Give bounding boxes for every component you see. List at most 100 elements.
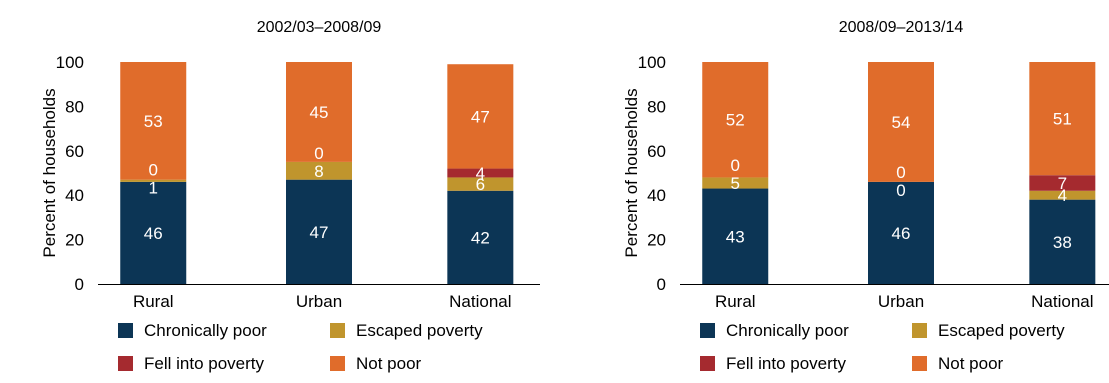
legend-swatch [700,323,715,338]
legend-item-escaped-poverty: Escaped poverty [912,320,1065,342]
chart-legend: Chronically poor Escaped poverty Fell into… [0,320,554,383]
bar-segment-chronically-poor-rural [702,188,769,284]
data-label-fell-into-poverty: 0 [896,163,905,182]
legend-item-fell-into-poverty: Fell into poverty [700,353,846,375]
data-label-escaped-poverty: 5 [731,174,740,193]
data-label-escaped-poverty: 8 [314,162,323,181]
y-tick-label: 60 [65,142,84,161]
y-tick-label: 0 [657,275,666,294]
bar-segment-fell-into-poverty-national [1029,175,1096,191]
bar-segment-chronically-poor-urban [868,181,934,284]
data-label-not-poor: 51 [1053,110,1072,129]
bar-stack-national: 38 51 47 [1029,62,1096,284]
bar-segment-not-poor-urban [868,62,934,182]
y-axis-label: Percent of households [40,88,59,257]
data-label-not-poor: 53 [144,112,163,131]
x-category-label: Rural [133,292,174,311]
bar-segment-chronically-poor-rural [120,181,187,284]
data-label-fell-into-poverty: 0 [314,144,323,163]
legend-item-not-poor: Not poor [330,353,421,375]
legend-item-chronically-poor: Chronically poor [118,320,267,342]
data-label-chronically-poor: 38 [1053,233,1072,252]
data-label-fell-into-poverty: 7 [1058,174,1067,193]
y-tick-label: 20 [647,231,666,250]
bar-stack-rural: 46 53 10 [120,62,187,284]
data-label-fell-into-poverty: 0 [149,161,158,180]
bar-segment-not-poor-national [1029,62,1096,176]
x-category-label: National [1031,292,1093,311]
legend-swatch [912,323,927,338]
data-label-escaped-poverty: 6 [476,175,485,194]
data-label-not-poor: 52 [726,111,745,130]
x-category-label: Urban [878,292,924,311]
legend-label: Chronically poor [144,321,267,340]
chart-panel-2008-2013: 2008/09–2013/14 Percent of households 0 20 4… [582,0,1109,383]
chart-legend: Chronically poor Escaped poverty Fell into… [582,320,1109,383]
chart-panel-2002-2008: 2002/03–2008/09 Percent of households 0 20 4… [0,0,554,383]
legend-swatch [118,356,133,371]
data-label-escaped-poverty: 1 [149,179,158,198]
bar-segment-escaped-poverty-urban [286,161,352,180]
data-label-chronically-poor: 42 [471,228,490,247]
y-tick-label: 40 [647,186,666,205]
data-label-escaped-poverty: 4 [1058,186,1067,205]
bar-segment-escaped-poverty-rural [702,177,769,189]
data-label-not-poor: 54 [892,113,911,132]
data-label-fell-into-poverty: 4 [476,164,485,183]
y-axis-label: Percent of households [622,88,641,257]
stacked-bar-chart-2002-2008: 2002/03–2008/09 Percent of households 0 20 4… [40,19,540,311]
bar-segment-not-poor-national [447,64,514,169]
bar-stack-national: 42 47 64 [447,64,514,284]
data-label-chronically-poor: 46 [892,224,911,243]
chart-title: 2002/03–2008/09 [257,19,382,36]
legend-label: Fell into poverty [726,354,846,373]
data-label-not-poor: 47 [471,107,490,126]
x-category-label: Urban [296,292,342,311]
bar-segment-fell-into-poverty-national [447,168,514,178]
legend-label: Escaped poverty [938,321,1065,340]
bar-segment-chronically-poor-national [1029,199,1096,284]
legend-label: Not poor [356,354,422,373]
bar-segment-escaped-poverty-national [1029,190,1096,200]
bar-segment-not-poor-rural [702,62,769,178]
data-label-escaped-poverty: 0 [896,181,905,200]
legend-label: Fell into poverty [144,354,264,373]
bar-segment-escaped-poverty-national [447,177,514,191]
y-tick-label: 0 [75,275,84,294]
legend-label: Escaped poverty [356,321,483,340]
legend-item-not-poor: Not poor [912,353,1003,375]
bar-segment-escaped-poverty-rural [120,179,187,182]
legend-item-escaped-poverty: Escaped poverty [330,320,483,342]
x-category-label: National [449,292,511,311]
data-label-chronically-poor: 46 [144,224,163,243]
legend-label: Not poor [938,354,1004,373]
legend-swatch [912,356,927,371]
bar-segment-chronically-poor-urban [286,179,352,284]
bar-stack-urban: 46 54 00 [868,62,934,284]
y-tick-label: 40 [65,186,84,205]
x-category-label: Rural [715,292,756,311]
legend-label: Chronically poor [726,321,849,340]
data-label-not-poor: 45 [310,103,329,122]
bar-stack-rural: 43 52 50 [702,62,769,284]
legend-swatch [330,323,345,338]
legend-swatch [118,323,133,338]
data-label-chronically-poor: 47 [310,223,329,242]
y-tick-label: 60 [647,142,666,161]
bar-segment-chronically-poor-national [447,190,514,284]
y-tick-label: 80 [647,97,666,116]
bar-segment-not-poor-urban [286,62,352,162]
y-tick-label: 20 [65,231,84,250]
stacked-bar-chart-2008-2013: 2008/09–2013/14 Percent of households 0 20 4… [622,19,1109,311]
bar-segment-not-poor-rural [120,62,187,180]
legend-item-chronically-poor: Chronically poor [700,320,849,342]
y-tick-label: 80 [65,97,84,116]
bar-stack-urban: 47 45 80 [286,62,352,284]
data-label-chronically-poor: 43 [726,227,745,246]
data-label-fell-into-poverty: 0 [731,156,740,175]
chart-title: 2008/09–2013/14 [839,19,964,36]
y-tick-label: 100 [638,53,666,72]
legend-item-fell-into-poverty: Fell into poverty [118,353,264,375]
y-tick-label: 100 [56,53,84,72]
legend-swatch [330,356,345,371]
